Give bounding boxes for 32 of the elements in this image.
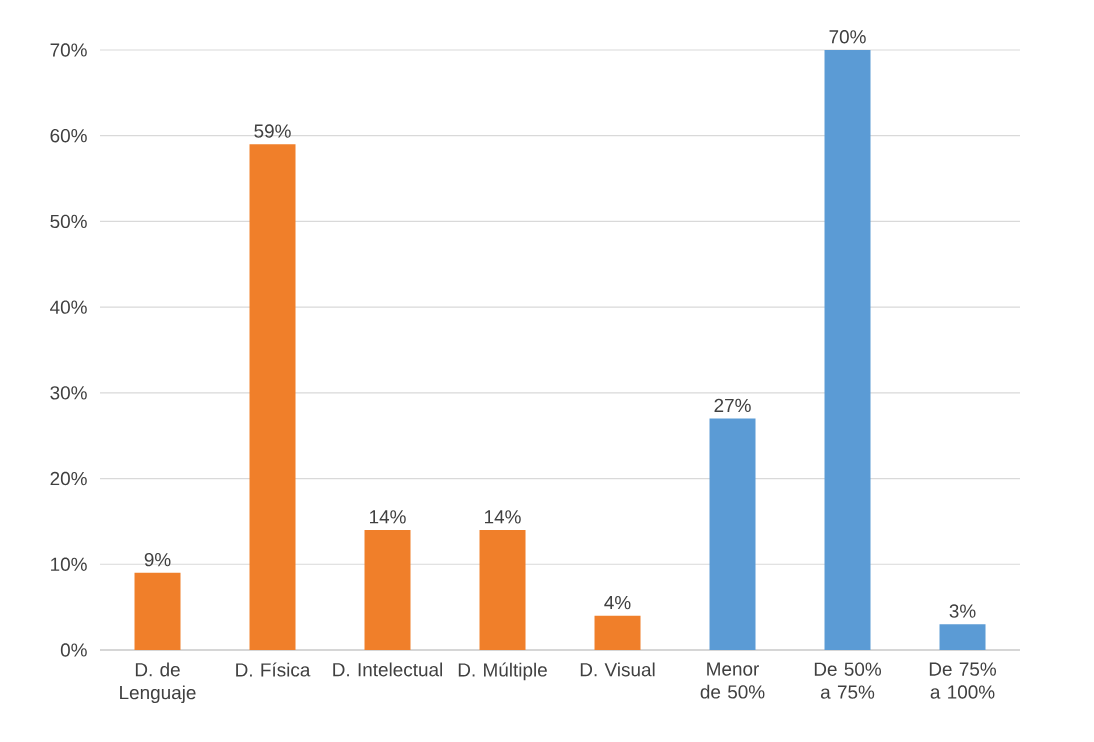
bar (134, 572, 181, 650)
data-label: 14% (485, 510, 521, 524)
bar (594, 615, 641, 650)
x-tick-label: D. Múltiple (458, 662, 547, 681)
x-tick-label: D. de Lenguaje (120, 662, 196, 704)
x-tick-label: De 50% a 75% (814, 662, 882, 699)
y-tick-label: 70% (50, 43, 87, 57)
y-tick-label: 60% (50, 129, 87, 143)
x-tick-label: D. Física (236, 662, 311, 677)
y-tick-label: 20% (50, 471, 87, 486)
y-tick-label: 40% (50, 300, 87, 314)
x-tick-label: D. Visual (580, 662, 655, 677)
data-label: 70% (829, 30, 866, 44)
data-label: 14% (370, 510, 406, 524)
bar (824, 49, 871, 650)
data-label: 4% (604, 595, 631, 610)
bar (709, 418, 756, 650)
y-tick-label: 50% (50, 214, 87, 229)
y-tick-label: 30% (50, 386, 87, 400)
bar (249, 144, 296, 650)
data-label: 3% (949, 604, 976, 618)
x-tick-label: De 75% a 100% (929, 662, 997, 699)
bar (939, 624, 986, 650)
data-label: 59% (254, 124, 291, 138)
y-tick-label: 0% (60, 643, 87, 657)
bar (479, 529, 526, 650)
x-tick-label: D. Intelectual (333, 662, 442, 677)
data-label: 27% (714, 398, 751, 413)
bar (364, 529, 411, 650)
y-tick-label: 10% (51, 557, 87, 571)
x-tick-label: Menor de 50% (700, 662, 765, 699)
data-label: 9% (144, 552, 171, 567)
